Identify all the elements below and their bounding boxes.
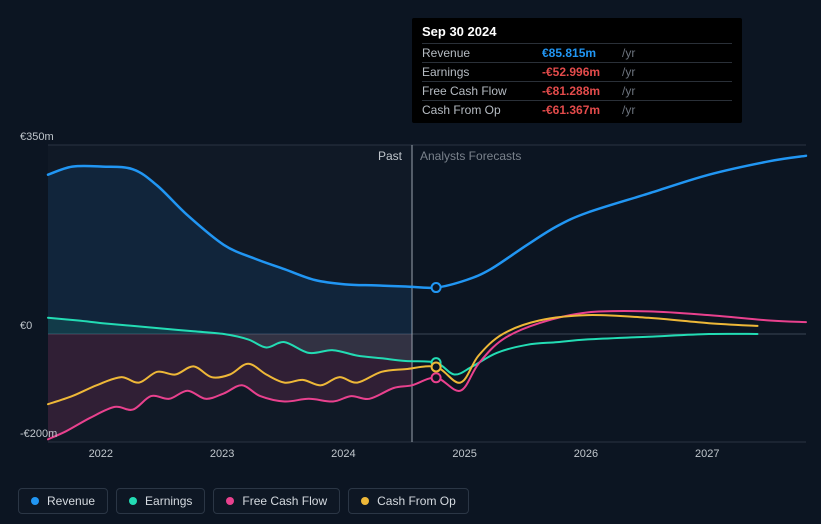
tooltip-row-label: Free Cash Flow: [422, 82, 542, 101]
legend-item-fcf[interactable]: Free Cash Flow: [213, 488, 340, 514]
tooltip-row: Revenue€85.815m/yr: [422, 44, 732, 63]
tooltip-table: Revenue€85.815m/yrEarnings-€52.996m/yrFr…: [422, 43, 732, 119]
legend-item-revenue[interactable]: Revenue: [18, 488, 108, 514]
tooltip-row-label: Cash From Op: [422, 101, 542, 120]
x-tick-label: 2023: [210, 448, 234, 460]
tooltip-row-value: -€52.996m: [542, 63, 622, 82]
x-tick-label: 2022: [89, 448, 113, 460]
y-tick-label: -€200m: [20, 428, 57, 440]
chart-tooltip: Sep 30 2024 Revenue€85.815m/yrEarnings-€…: [412, 18, 742, 123]
tooltip-row: Earnings-€52.996m/yr: [422, 63, 732, 82]
tooltip-row-value: €85.815m: [542, 44, 622, 63]
marker-fcf: [432, 373, 441, 382]
x-tick-label: 2027: [695, 448, 719, 460]
x-tick-label: 2025: [452, 448, 476, 460]
section-label-forecast: Analysts Forecasts: [420, 149, 521, 163]
tooltip-row-suffix: /yr: [622, 101, 732, 120]
legend-item-cfo[interactable]: Cash From Op: [348, 488, 469, 514]
legend-label: Earnings: [145, 494, 192, 508]
y-tick-label: €350m: [20, 131, 54, 143]
x-tick-label: 2024: [331, 448, 355, 460]
legend-label: Revenue: [47, 494, 95, 508]
marker-cfo: [432, 362, 441, 371]
legend-dot: [129, 497, 137, 505]
x-tick-label: 2026: [574, 448, 598, 460]
chart-legend: Revenue Earnings Free Cash Flow Cash From O…: [18, 488, 469, 514]
tooltip-row-label: Earnings: [422, 63, 542, 82]
tooltip-title: Sep 30 2024: [422, 24, 732, 43]
tooltip-row-value: -€81.288m: [542, 82, 622, 101]
section-label-past: Past: [378, 149, 402, 163]
tooltip-row-value: -€61.367m: [542, 101, 622, 120]
legend-label: Free Cash Flow: [242, 494, 327, 508]
tooltip-row-label: Revenue: [422, 44, 542, 63]
legend-dot: [226, 497, 234, 505]
tooltip-row: Cash From Op-€61.367m/yr: [422, 101, 732, 120]
tooltip-row-suffix: /yr: [622, 82, 732, 101]
financials-chart: Sep 30 2024 Revenue€85.815m/yrEarnings-€…: [0, 0, 821, 524]
legend-label: Cash From Op: [377, 494, 456, 508]
legend-dot: [361, 497, 369, 505]
tooltip-row: Free Cash Flow-€81.288m/yr: [422, 82, 732, 101]
tooltip-row-suffix: /yr: [622, 63, 732, 82]
legend-dot: [31, 497, 39, 505]
tooltip-row-suffix: /yr: [622, 44, 732, 63]
y-tick-label: €0: [20, 320, 32, 332]
marker-revenue: [432, 283, 441, 292]
legend-item-earnings[interactable]: Earnings: [116, 488, 205, 514]
